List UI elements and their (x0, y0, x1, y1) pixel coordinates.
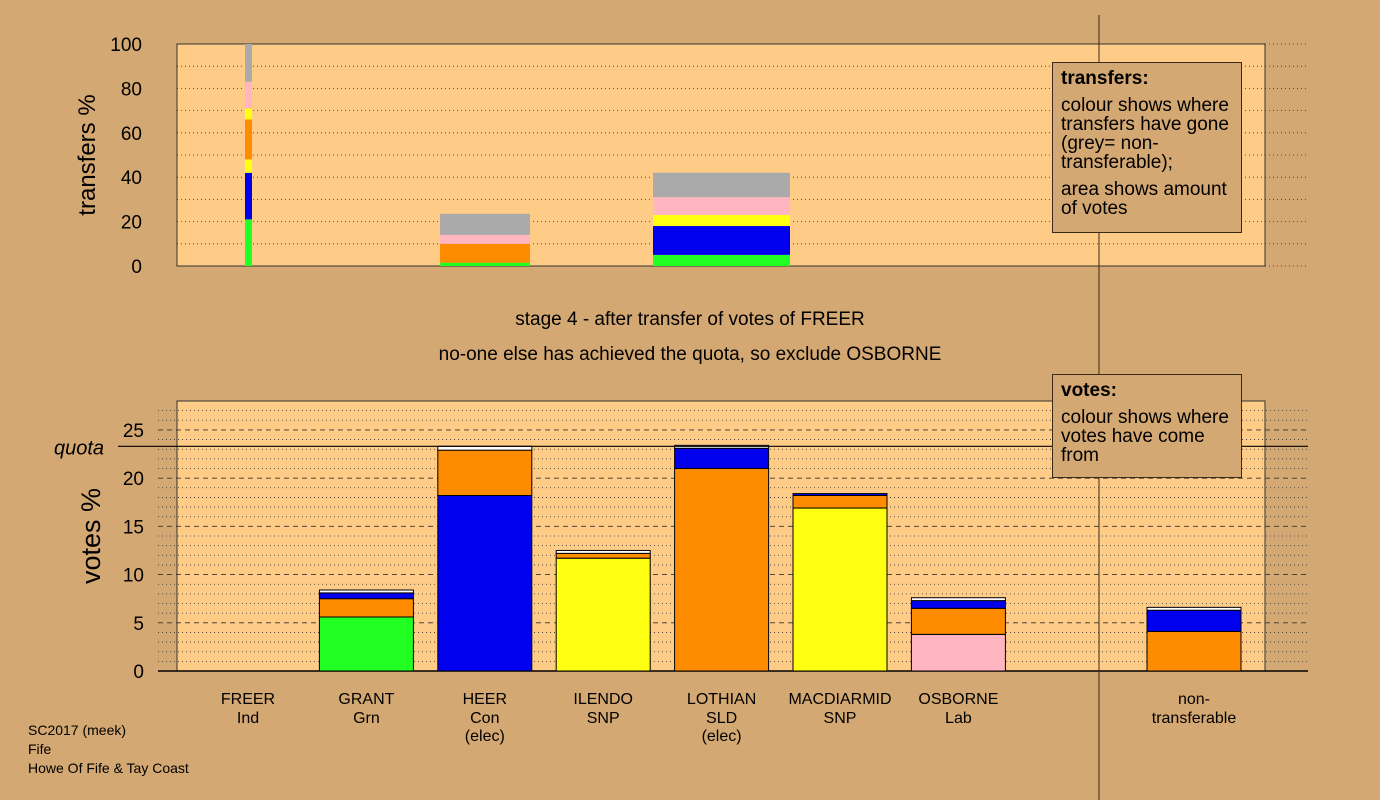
candidate-party-label: Lab (945, 710, 972, 727)
vote-bar-segment (318, 598, 414, 618)
footer-election: SC2017 (meek) (28, 722, 127, 738)
transfer-bar-segment (440, 262, 530, 266)
transfer-bar-segment (653, 226, 790, 255)
vote-bar-segment (318, 616, 414, 672)
transfer-bar-segment (245, 119, 252, 160)
candidate-status-label: (elec) (465, 728, 505, 745)
vote-bar-segment (792, 493, 888, 497)
vote-bar-segment (1146, 630, 1242, 672)
candidate-name-label: LOTHIAN (687, 691, 756, 708)
transfer-bar-segment (653, 254, 790, 266)
footer: SC2017 (meek) Fife Howe Of Fife & Tay Co… (28, 721, 189, 778)
vote-bar-segment (910, 633, 1006, 672)
candidate-name-label: FREER (221, 691, 275, 708)
vote-bar-segment (555, 557, 651, 672)
transfers-tick-label: 100 (110, 35, 142, 56)
transfer-bar-segment (245, 108, 252, 120)
transfer-bar-segment (440, 243, 530, 263)
candidate-name-label: GRANT (338, 691, 394, 708)
candidate-name-label: OSBORNE (918, 691, 998, 708)
votes-tick-label: 25 (123, 421, 144, 442)
vote-bar-segment (910, 607, 1006, 635)
candidate-party-label: Ind (237, 710, 259, 727)
transfer-bar-segment (440, 234, 530, 244)
footer-council: Fife (28, 741, 52, 757)
vote-bar-segment (555, 552, 651, 559)
votes-tick-label: 0 (133, 662, 144, 683)
transfers-tick-label: 0 (131, 257, 142, 278)
legend-votes: votes: colour shows where votes have com… (1052, 374, 1242, 478)
transfer-bar-segment (440, 213, 530, 235)
vote-bar-segment (674, 447, 770, 469)
transfer-bar-segment (245, 172, 252, 220)
transfer-bar-segment (653, 214, 790, 227)
candidate-name-label: non- (1178, 691, 1210, 708)
quota-label: quota (54, 437, 104, 459)
transfers-tick-label: 80 (121, 79, 142, 100)
legend-votes-text1: colour shows where votes have come from (1061, 407, 1229, 466)
candidate-status-label: (elec) (702, 728, 742, 745)
candidate-party-label: SLD (706, 710, 737, 727)
vote-bar-segment (792, 495, 888, 509)
vote-bar-segment (674, 468, 770, 672)
vote-bar-segment (792, 507, 888, 672)
candidate-party-label: Con (470, 710, 499, 727)
vote-bar-segment (910, 600, 1006, 609)
transfer-bar-segment (245, 159, 252, 173)
vote-bar-segment (1146, 609, 1242, 632)
vote-bar-segment (555, 549, 651, 554)
legend-transfers-text1: colour shows where transfers have gone (… (1061, 95, 1229, 173)
transfer-bar-segment (245, 219, 252, 266)
caption-stage: stage 4 - after transfer of votes of FRE… (515, 309, 865, 330)
candidate-party-label: SNP (824, 710, 857, 727)
legend-transfers: transfers: colour shows where transfers … (1052, 62, 1242, 233)
transfer-bar-segment (245, 44, 252, 82)
candidate-party-label: SNP (587, 710, 620, 727)
candidate-party-label: Grn (353, 710, 380, 727)
candidate-party-label: transferable (1152, 710, 1237, 727)
candidate-name-label: HEER (463, 691, 507, 708)
caption-exclusion: no-one else has achieved the quota, so e… (438, 344, 942, 365)
votes-y-axis-label: votes % (76, 488, 106, 584)
legend-transfers-title: transfers: (1061, 68, 1149, 89)
transfers-y-axis-label: transfers % (74, 94, 101, 215)
vote-bar-segment (318, 589, 414, 594)
vote-bar-segment (1146, 606, 1242, 611)
votes-tick-label: 15 (123, 517, 144, 538)
legend-transfers-text2: area shows amount of votes (1061, 179, 1227, 219)
transfers-tick-label: 40 (121, 168, 142, 189)
vote-bar-segment (318, 592, 414, 600)
vote-bar-segment (910, 597, 1006, 602)
transfers-tick-label: 20 (121, 213, 142, 234)
vote-bar-segment (437, 449, 533, 496)
candidate-name-label: MACDIARMID (788, 691, 891, 708)
votes-tick-label: 5 (133, 614, 144, 635)
vote-bar-segment (437, 495, 533, 672)
footer-ward: Howe Of Fife & Tay Coast (28, 760, 189, 776)
legend-votes-title: votes: (1061, 380, 1117, 401)
votes-tick-label: 10 (123, 566, 144, 587)
transfer-bar-segment (653, 172, 790, 198)
transfer-bar-segment (653, 197, 790, 215)
transfer-bar-segment (245, 81, 252, 109)
votes-tick-label: 20 (123, 469, 144, 490)
transfers-tick-label: 60 (121, 124, 142, 145)
candidate-name-label: ILENDO (573, 691, 633, 708)
